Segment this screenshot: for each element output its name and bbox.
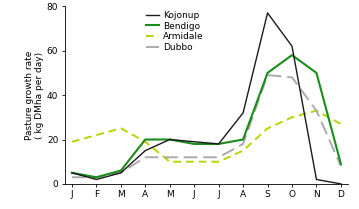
Y-axis label: Pasture growth rate
( kg DMha per day): Pasture growth rate ( kg DMha per day) <box>25 50 44 140</box>
Legend: Kojonup, Bendigo, Armidale, Dubbo: Kojonup, Bendigo, Armidale, Dubbo <box>146 11 204 52</box>
